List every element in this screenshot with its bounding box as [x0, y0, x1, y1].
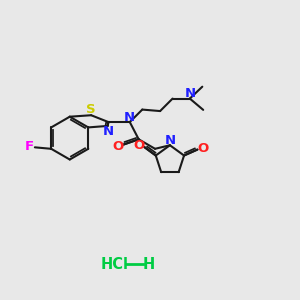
Text: S: S: [86, 103, 96, 116]
Text: N: N: [103, 125, 114, 138]
Text: O: O: [197, 142, 208, 154]
Text: H: H: [142, 257, 154, 272]
Text: O: O: [134, 139, 145, 152]
Text: N: N: [184, 87, 196, 100]
Text: N: N: [164, 134, 175, 147]
Text: HCl: HCl: [100, 257, 128, 272]
Text: F: F: [25, 140, 34, 153]
Text: N: N: [124, 111, 135, 124]
Text: O: O: [112, 140, 124, 153]
